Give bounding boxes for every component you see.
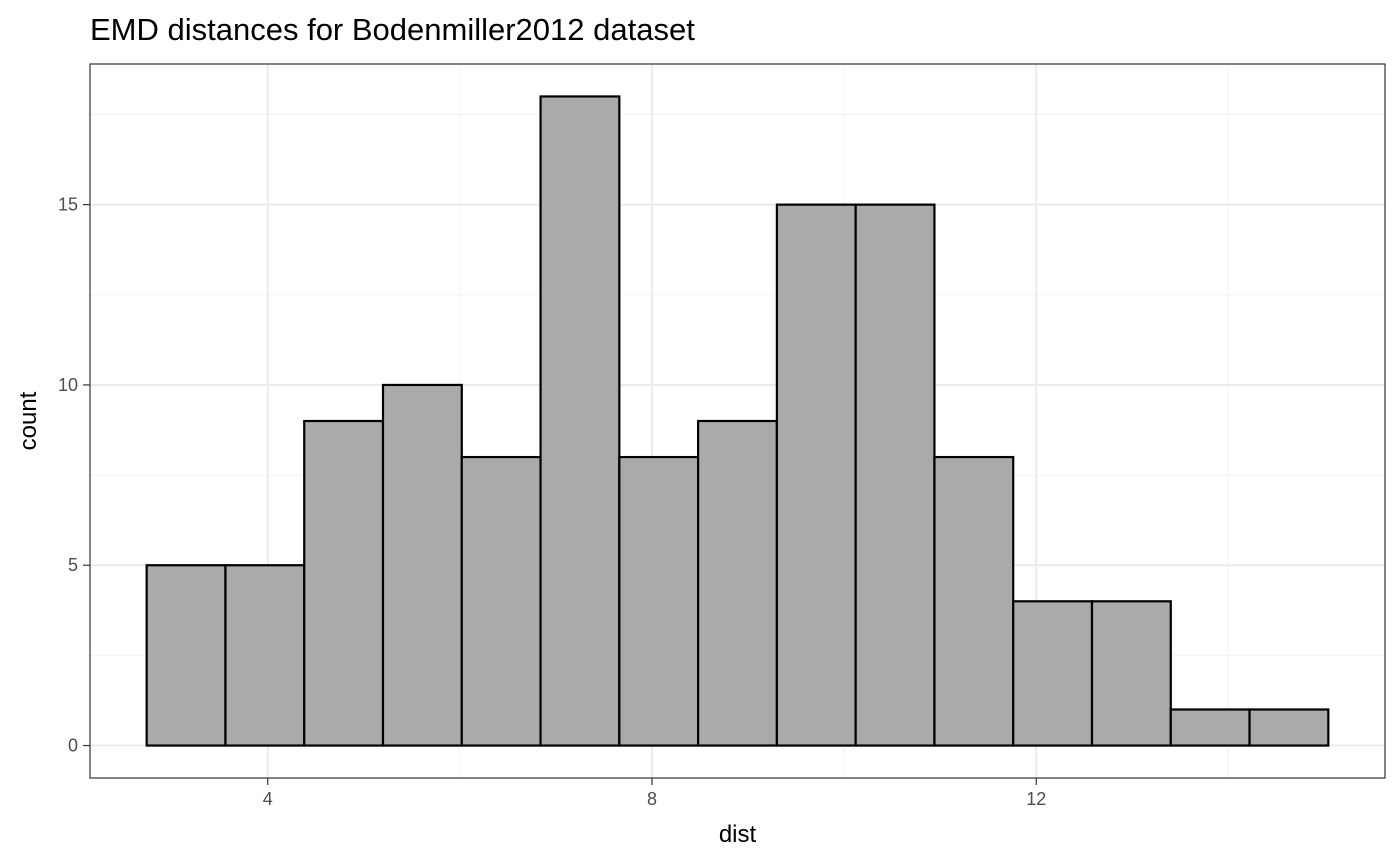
y-axis: 0 5 10 15 [58, 195, 90, 756]
histogram-bar [933, 455, 1015, 747]
plot-panel [89, 63, 1386, 779]
histogram-bar [1248, 708, 1330, 747]
histogram-bar [539, 95, 621, 747]
histogram-bar [145, 564, 227, 747]
histogram-bar [854, 203, 936, 747]
histogram-bar [1090, 600, 1172, 747]
x-tick-label: 8 [647, 789, 657, 809]
chart-title: EMD distances for Bodenmiller2012 datase… [90, 12, 695, 47]
y-axis-title: count [15, 391, 42, 450]
histogram-bar [775, 203, 857, 747]
y-tick-label: 15 [58, 195, 78, 215]
x-axis: 4 8 12 [263, 778, 1046, 809]
y-tick-label: 5 [68, 555, 78, 575]
histogram-bar [1169, 708, 1251, 747]
x-tick-label: 4 [263, 789, 273, 809]
x-tick-label: 12 [1026, 789, 1046, 809]
histogram-bar [381, 383, 463, 747]
histogram-bar [224, 564, 306, 747]
x-axis-title: dist [719, 821, 757, 848]
panel-border [89, 63, 1386, 779]
histogram-bar [697, 419, 778, 747]
histogram-bar [618, 455, 700, 747]
bars [145, 95, 1330, 747]
y-tick-label: 0 [68, 736, 78, 756]
histogram-bar [303, 419, 385, 747]
histogram-bar [460, 455, 542, 747]
y-tick-label: 10 [58, 375, 78, 395]
histogram-bar [1012, 600, 1094, 747]
